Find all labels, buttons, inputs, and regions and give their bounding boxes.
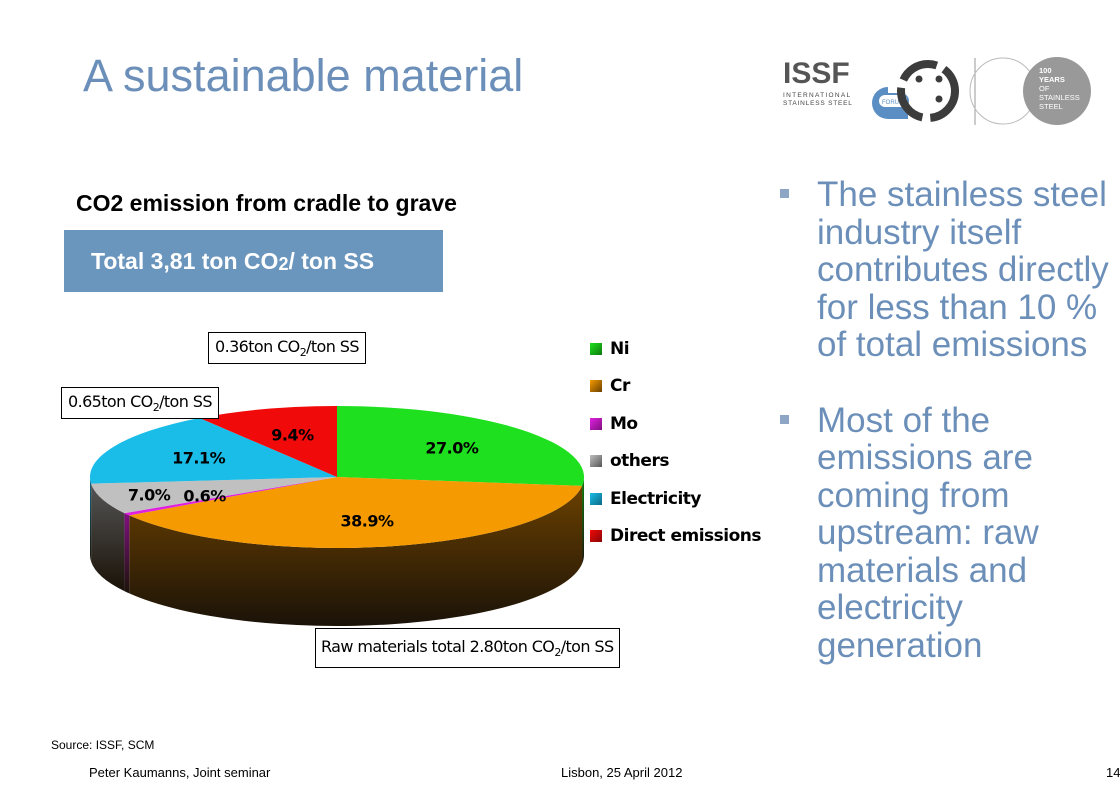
pie-slice-cr bbox=[129, 477, 583, 548]
slide-title: A sustainable material bbox=[83, 50, 524, 101]
pie-side-ni bbox=[582, 477, 584, 564]
raw-materials-note: Raw materials total 2.80ton CO2/ton SS bbox=[315, 628, 620, 669]
bullet-list: The stainless steel industry itself cont… bbox=[780, 176, 1120, 702]
source-text: Source: ISSF, SCM bbox=[51, 738, 155, 752]
issf-logo: ISSF INTERNATIONAL STAINLESS STEEL FORUM… bbox=[783, 57, 1091, 125]
total-text: Total 3,81 ton CO bbox=[91, 248, 279, 274]
legend-label: Ni bbox=[610, 338, 630, 359]
pie-side-electricity bbox=[90, 477, 92, 562]
svg-text:FORUM: FORUM bbox=[882, 100, 904, 106]
legend-label: Direct emissions bbox=[610, 526, 762, 547]
pie-side-cr bbox=[129, 485, 583, 626]
direct-emissions-note: 0.36ton CO2/ton SS bbox=[208, 332, 366, 365]
total-suffix: / ton SS bbox=[288, 248, 375, 274]
pie-label-electricity: 17.1% bbox=[172, 448, 226, 468]
footer-date: Lisbon, 25 April 2012 bbox=[561, 765, 683, 780]
pie-slice-direct-emissions bbox=[199, 406, 337, 477]
bullet-text: The stainless steel industry itself cont… bbox=[817, 175, 1109, 364]
legend-item-electricity: Electricity bbox=[590, 480, 761, 518]
footer-presenter: Peter Kaumanns, Joint seminar bbox=[89, 765, 271, 780]
legend-label: Cr bbox=[610, 376, 630, 397]
legend-item-others: others bbox=[590, 443, 761, 481]
svg-text:STAINLESS STEEL: STAINLESS STEEL bbox=[783, 100, 853, 107]
legend-label: Mo bbox=[610, 413, 638, 434]
pie-slice-others bbox=[91, 477, 337, 514]
pie-label-cr: 38.9% bbox=[340, 511, 395, 531]
pie-chart bbox=[90, 406, 584, 626]
pie-side-mo bbox=[124, 513, 130, 594]
legend-swatch bbox=[590, 530, 602, 543]
pie-slice-ni bbox=[337, 406, 584, 486]
svg-text:INTERNATIONAL: INTERNATIONAL bbox=[783, 92, 851, 99]
total-emission-box: Total 3,81 ton CO2/ ton SS bbox=[64, 230, 443, 292]
pie-label-direct-emissions: 9.4% bbox=[271, 425, 314, 445]
pie-label-mo: 0.6% bbox=[183, 486, 226, 506]
pie-label-others: 7.0% bbox=[127, 485, 171, 505]
bullet-item: The stainless steel industry itself cont… bbox=[780, 176, 1120, 364]
electricity-note: 0.65ton CO2/ton SS bbox=[61, 387, 219, 420]
legend-item-cr: Cr bbox=[590, 368, 761, 406]
legend-label: others bbox=[610, 451, 669, 472]
pie-side-others bbox=[91, 483, 125, 592]
bullet-item: Most of the emissions are coming from up… bbox=[780, 400, 1120, 665]
bullet-marker-icon bbox=[780, 414, 789, 424]
chart-legend: Ni Cr Mo others Electricity Direct emissions bbox=[590, 330, 762, 556]
pie-slice-mo bbox=[124, 477, 337, 516]
legend-swatch bbox=[590, 455, 602, 468]
legend-swatch bbox=[590, 342, 602, 355]
legend-swatch bbox=[590, 380, 602, 393]
svg-text:ISSF: ISSF bbox=[783, 57, 850, 90]
chart-title: CO2 emission from cradle to grave bbox=[76, 190, 457, 216]
bullet-marker-icon bbox=[780, 189, 789, 198]
legend-label: Electricity bbox=[610, 488, 702, 509]
pie-label-ni: 27.0% bbox=[425, 438, 479, 458]
total-subscript: 2 bbox=[278, 254, 289, 274]
page-number: 14 bbox=[1106, 765, 1120, 780]
legend-swatch bbox=[590, 417, 602, 430]
legend-item-ni: Ni bbox=[590, 330, 761, 368]
legend-item-mo: Mo bbox=[590, 405, 761, 443]
pie-slice-electricity bbox=[90, 418, 338, 484]
legend-swatch bbox=[590, 492, 602, 505]
svg-text:100 YEARS OF STAIN: 100 YEARS OF STAINLESS STEEL bbox=[1039, 66, 1082, 111]
bullet-text: Most of the emissions are coming from up… bbox=[817, 400, 1039, 665]
legend-item-direct-emissions: Direct emissions bbox=[590, 518, 762, 556]
